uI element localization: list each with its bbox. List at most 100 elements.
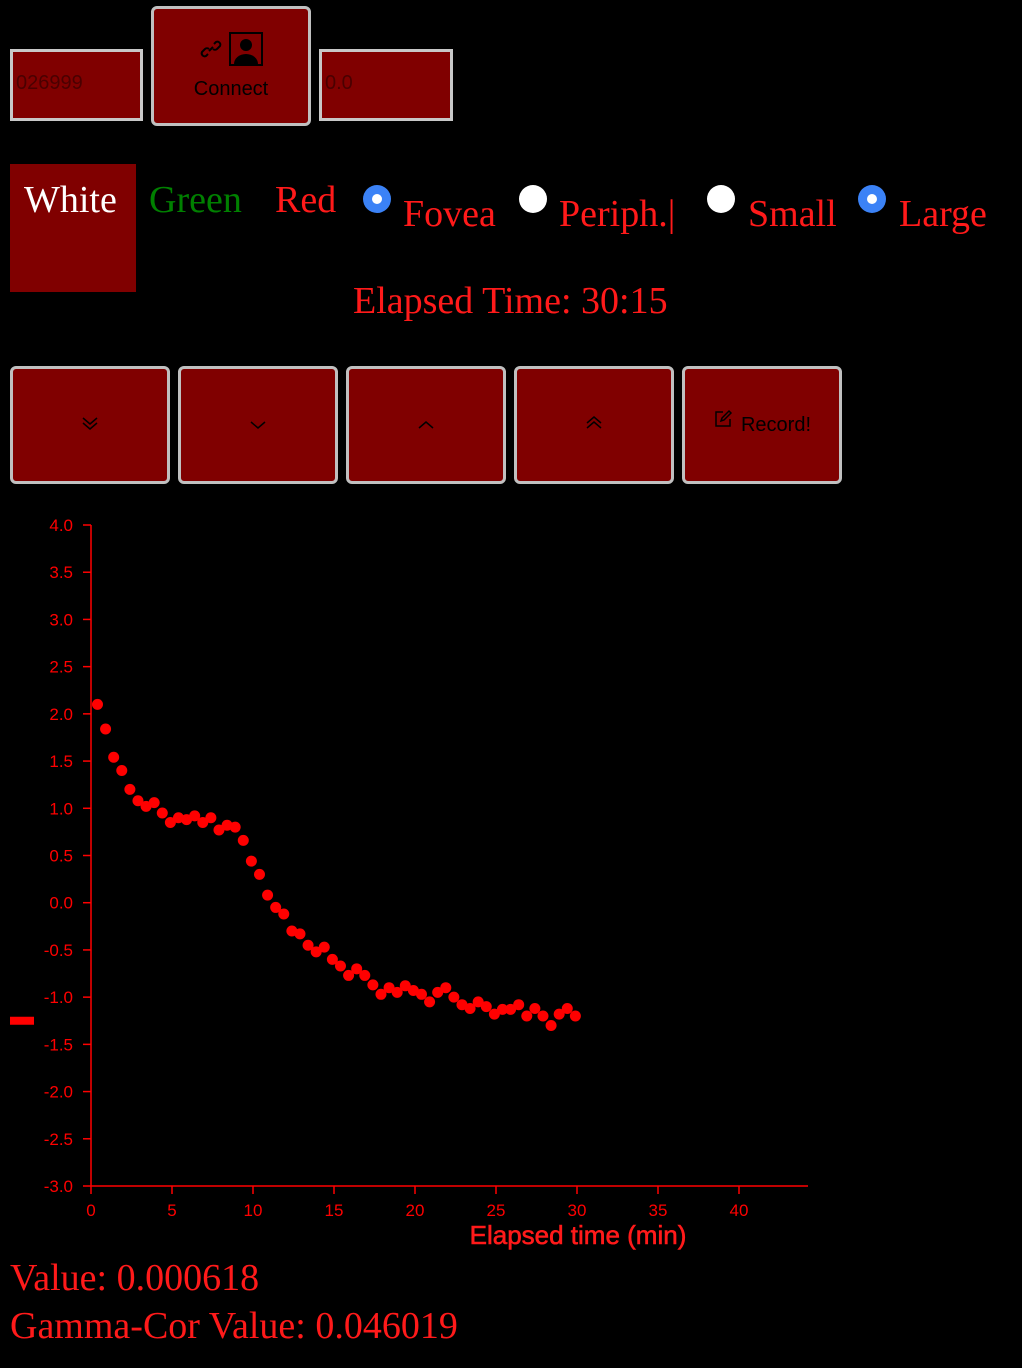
x-tick-label: 40 <box>730 1201 749 1220</box>
fovea-label: Fovea <box>403 193 496 235</box>
data-point <box>326 953 338 965</box>
y-tick-label: 0.0 <box>49 894 73 913</box>
white-option[interactable]: White <box>10 164 136 292</box>
data-point <box>488 1008 500 1020</box>
step-down-large-button[interactable] <box>10 366 170 484</box>
red-option[interactable]: Red <box>275 179 337 221</box>
level-input[interactable]: 0.0 <box>319 49 453 121</box>
step-up-large-button[interactable] <box>514 366 674 484</box>
data-point <box>132 795 144 807</box>
data-point <box>513 999 525 1011</box>
y-axis: -3.0 -2.5 -2.0 -1.5 -1.0 -0.5 0.0 0.5 1.0 1.5 2.0 2… <box>10 516 92 1196</box>
periph-label: Periph.| <box>559 193 676 235</box>
data-point <box>391 986 403 998</box>
data-point <box>505 1003 517 1015</box>
x-tick-label: 15 <box>325 1201 344 1220</box>
current-level-marker <box>10 1016 34 1025</box>
data-point <box>262 889 274 901</box>
y-tick-label: 2.0 <box>49 705 73 724</box>
data-point <box>424 996 436 1008</box>
data-point <box>529 1002 541 1014</box>
green-option[interactable]: Green <box>149 179 242 221</box>
data-point <box>148 797 160 809</box>
y-tick-label: -1.5 <box>44 1035 73 1054</box>
data-point <box>545 1019 557 1031</box>
y-tick-label: 1.5 <box>49 752 73 771</box>
data-point <box>440 982 452 994</box>
link-icon <box>199 37 223 67</box>
connect-label: Connect <box>193 77 269 100</box>
gamma-readout: Gamma-Cor Value: 0.046019 <box>10 1305 458 1347</box>
data-points <box>91 698 581 1031</box>
data-point <box>108 751 120 763</box>
y-tick-label: -2.5 <box>44 1130 73 1149</box>
y-tick-label: -0.5 <box>44 941 73 960</box>
chevron-up-icon <box>416 414 436 437</box>
data-point <box>229 821 241 833</box>
data-point <box>237 834 249 846</box>
data-point <box>343 969 355 981</box>
fovea-radio[interactable] <box>363 185 391 213</box>
data-point <box>205 812 217 824</box>
data-point <box>399 980 411 992</box>
elapsed-time: Elapsed Time: 30:15 <box>353 280 668 322</box>
data-point <box>375 988 387 1000</box>
data-point <box>383 982 395 994</box>
data-point <box>213 824 225 836</box>
data-point <box>367 979 379 991</box>
data-point <box>164 816 176 828</box>
periph-radio[interactable] <box>519 185 547 213</box>
x-tick-label: 20 <box>406 1201 425 1220</box>
data-point <box>561 1002 573 1014</box>
data-point <box>91 698 103 710</box>
y-tick-label: 3.5 <box>49 563 73 582</box>
data-point <box>432 986 444 998</box>
data-point <box>318 941 330 953</box>
y-tick-label: 3.0 <box>49 610 73 629</box>
data-point <box>124 783 136 795</box>
data-point <box>521 1010 533 1022</box>
small-radio[interactable] <box>707 185 735 213</box>
x-axis: 0 5 10 15 20 25 30 35 40 <box>86 1185 808 1220</box>
chevron-down-icon <box>248 414 268 437</box>
step-down-button[interactable] <box>178 366 338 484</box>
double-chevron-up-icon <box>584 414 604 437</box>
data-point <box>472 996 484 1008</box>
step-up-button[interactable] <box>346 366 506 484</box>
value-readout: Value: 0.000618 <box>10 1257 260 1299</box>
data-point <box>351 963 363 975</box>
code-input[interactable]: 026999 <box>10 49 143 121</box>
data-point <box>415 988 427 1000</box>
y-tick-label: -1.0 <box>44 988 73 1007</box>
large-label: Large <box>899 193 987 235</box>
y-tick-label: -2.0 <box>44 1083 73 1102</box>
data-point <box>189 810 201 822</box>
data-point <box>464 1002 476 1014</box>
connect-button[interactable]: Connect <box>151 6 311 126</box>
record-label: Record! <box>740 413 812 436</box>
y-tick-label: 4.0 <box>49 516 73 535</box>
data-point <box>245 855 257 867</box>
data-point <box>197 816 209 828</box>
data-point <box>253 868 265 880</box>
large-radio[interactable] <box>858 185 886 213</box>
data-point <box>310 946 322 958</box>
x-tick-label: 5 <box>167 1201 176 1220</box>
data-point <box>116 765 128 777</box>
data-point <box>278 908 290 920</box>
data-point <box>100 723 112 735</box>
edit-icon <box>713 409 733 435</box>
data-point <box>480 1001 492 1013</box>
data-point <box>270 901 282 913</box>
data-point <box>334 960 346 972</box>
x-tick-label: 0 <box>86 1201 95 1220</box>
double-chevron-down-icon <box>80 414 100 437</box>
x-tick-label: 25 <box>487 1201 506 1220</box>
data-point <box>496 1003 508 1015</box>
data-point <box>448 991 460 1003</box>
data-point <box>537 1010 549 1022</box>
record-button[interactable]: Record! <box>682 366 842 484</box>
x-tick-label: 10 <box>244 1201 263 1220</box>
data-point <box>569 1010 581 1022</box>
x-tick-label: 30 <box>568 1201 587 1220</box>
